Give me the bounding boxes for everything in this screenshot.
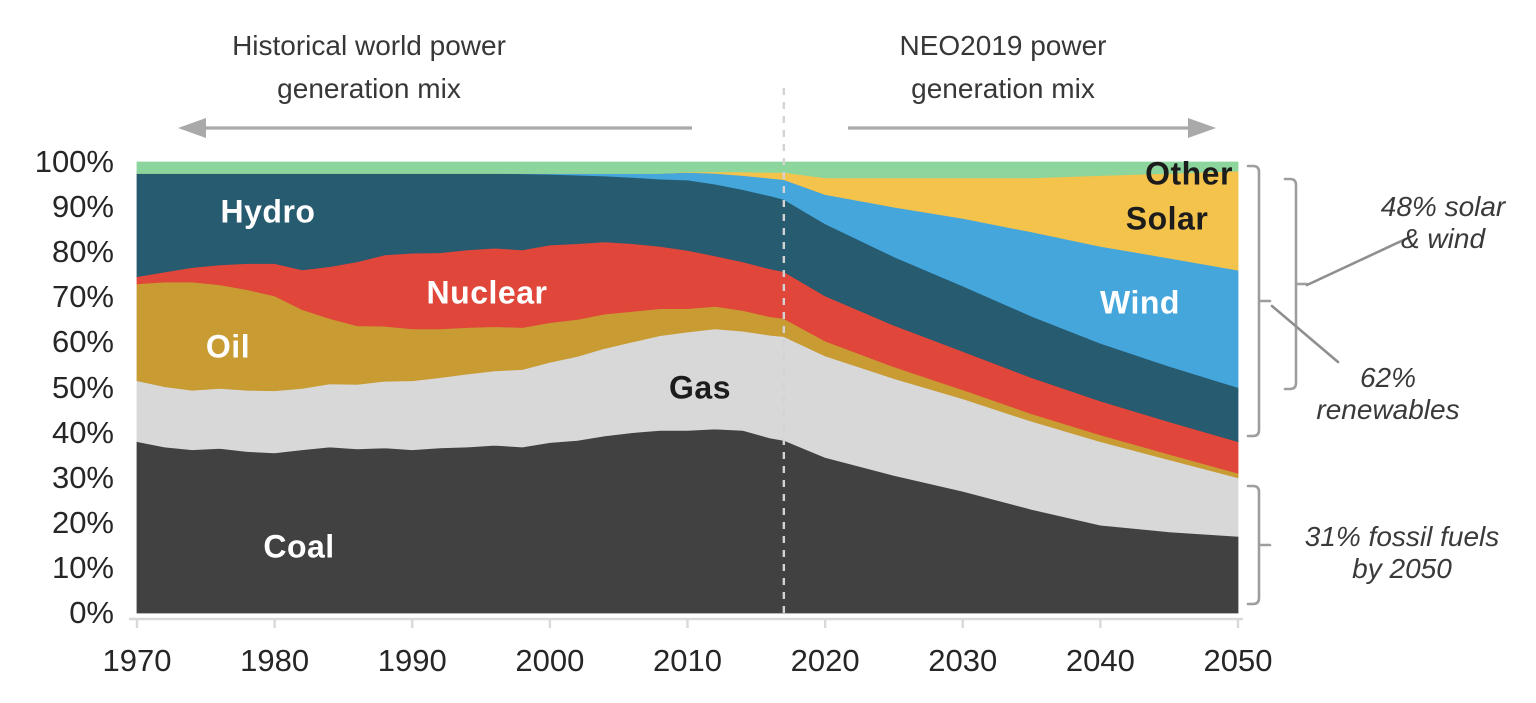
- connector-renewables: [1270, 304, 1340, 364]
- series-label-hydro: Hydro: [220, 193, 316, 230]
- y-axis-label-20: 20%: [51, 504, 114, 540]
- area-other: [136, 161, 1239, 179]
- annotation-fossil-fuels-line1: 31% fossil fuels: [1304, 521, 1500, 552]
- x-axis-label-1970: 1970: [102, 643, 172, 678]
- annotation-renewables-line2: renewables: [1316, 394, 1460, 425]
- x-axis-label-2000: 2000: [515, 643, 585, 678]
- y-axis-label-80: 80%: [51, 234, 114, 270]
- x-axis-label-2050: 2050: [1203, 643, 1273, 678]
- series-label-gas: Gas: [669, 369, 731, 406]
- historical-title-line2: generation mix: [277, 73, 461, 104]
- series-label-nuclear: Nuclear: [426, 274, 548, 311]
- y-axis-label-70: 70%: [51, 279, 114, 315]
- y-axis-label-100: 100%: [34, 144, 114, 179]
- y-axis-label-60: 60%: [51, 324, 114, 360]
- series-label-coal: Coal: [263, 528, 335, 565]
- x-axis-label-2020: 2020: [790, 643, 860, 678]
- annotation-fossil-fuels-line2: by 2050: [1352, 553, 1452, 584]
- series-label-oil: Oil: [205, 328, 251, 365]
- x-axis-label-1990: 1990: [377, 643, 447, 678]
- series-label-wind: Wind: [1100, 284, 1180, 321]
- y-axis-label-90: 90%: [51, 189, 114, 225]
- y-axis-label-0: 0%: [69, 595, 114, 630]
- x-axis-label-2010: 2010: [653, 643, 722, 678]
- annotation-solar-wind-line2: & wind: [1400, 223, 1486, 254]
- annotation-renewables: 62% renewables: [1316, 362, 1459, 426]
- bracket-solar-wind: [1283, 177, 1309, 391]
- historical-arrow-head: [178, 118, 206, 138]
- y-axis-label-50: 50%: [51, 369, 114, 405]
- annotation-fossil-fuels: 31% fossil fuels by 2050: [1305, 521, 1500, 585]
- forecast-arrow-head: [1188, 118, 1216, 138]
- y-axis-label-40: 40%: [51, 414, 114, 450]
- annotation-solar-wind-line1: 48% solar: [1380, 191, 1506, 222]
- series-label-other: Other: [1145, 155, 1233, 192]
- forecast-section-title: NEO2019 power generation mix: [899, 24, 1106, 110]
- y-axis-label-10: 10%: [51, 549, 114, 585]
- bracket-fossil-fuels: [1246, 484, 1272, 606]
- forecast-title-line2: generation mix: [911, 73, 1095, 104]
- annotation-renewables-line1: 62%: [1359, 362, 1417, 393]
- historical-section-title: Historical world power generation mix: [232, 24, 506, 110]
- series-label-solar: Solar: [1125, 200, 1209, 237]
- connector-solar-wind: [1305, 235, 1412, 287]
- x-axis-label-2030: 2030: [928, 643, 998, 678]
- forecast-title-line1: NEO2019 power: [899, 30, 1107, 61]
- x-axis-label-1980: 1980: [240, 643, 310, 678]
- bracket-renewables: [1246, 164, 1272, 438]
- y-axis-label-30: 30%: [51, 459, 114, 495]
- annotation-solar-wind: 48% solar & wind: [1381, 191, 1506, 255]
- historical-title-line1: Historical world power: [232, 30, 506, 61]
- x-axis-label-2040: 2040: [1065, 643, 1135, 678]
